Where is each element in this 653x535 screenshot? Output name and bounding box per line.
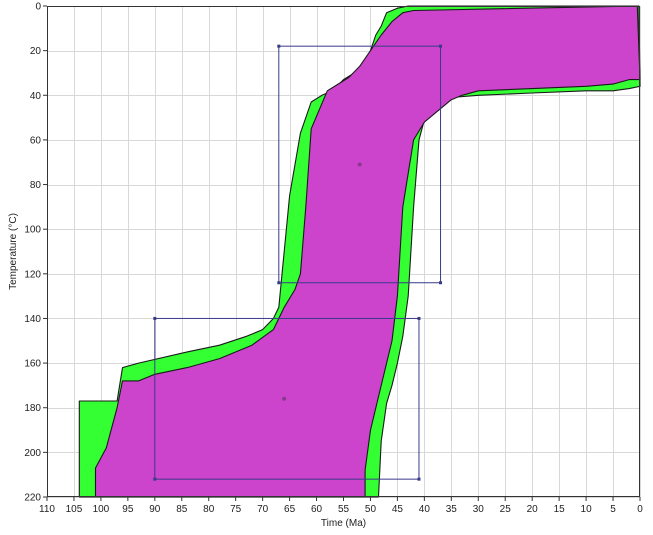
- inner-envelope-area: [94, 5, 641, 498]
- y-tick-label: 120: [24, 269, 41, 280]
- constraint-box[interactable]: [278, 45, 442, 284]
- constraint-box-handle[interactable]: [439, 281, 443, 285]
- x-tick-label: 10: [581, 504, 593, 515]
- y-tick-label: 100: [24, 225, 41, 236]
- constraint-box-handle[interactable]: [439, 44, 443, 48]
- x-tick-label: 85: [176, 504, 188, 515]
- x-tick-label: 40: [419, 504, 431, 515]
- x-tick-label: 45: [392, 504, 404, 515]
- x-tick-label: 105: [66, 504, 83, 515]
- axes-frame: [47, 6, 640, 497]
- constraint-box-handle[interactable]: [417, 477, 421, 481]
- x-tick-label: 25: [500, 504, 512, 515]
- y-tick-label: 40: [30, 91, 42, 102]
- constraint-box[interactable]: [154, 317, 420, 480]
- x-tick-label: 20: [527, 504, 539, 515]
- constraint-box-handle[interactable]: [153, 477, 157, 481]
- y-tick-label: 60: [30, 135, 42, 146]
- y-tick-label: 220: [24, 493, 41, 504]
- constraint-box-handle[interactable]: [277, 281, 281, 285]
- x-tick-label: 15: [554, 504, 566, 515]
- x-tick-label: 60: [311, 504, 323, 515]
- y-tick-label: 180: [24, 403, 41, 414]
- constraint-box-handle[interactable]: [277, 44, 281, 48]
- constraint-box-center: [357, 162, 362, 167]
- y-tick-label: 140: [24, 314, 41, 325]
- x-tick-label: 50: [365, 504, 377, 515]
- x-tick-label: 70: [257, 504, 269, 515]
- x-tick-label: 30: [473, 504, 485, 515]
- x-tick-label: 75: [230, 504, 242, 515]
- y-axis-label: Temperature (°C): [8, 213, 19, 290]
- x-tick-label: 65: [284, 504, 296, 515]
- x-tick-label: 95: [122, 504, 134, 515]
- x-tick-label: 110: [39, 504, 55, 515]
- y-tick-label: 0: [35, 2, 41, 13]
- y-tick-label: 200: [24, 448, 41, 459]
- y-tick-label: 160: [24, 359, 41, 370]
- y-tick-label: 80: [30, 180, 42, 191]
- x-tick-label: 35: [446, 504, 458, 515]
- x-tick-label: 55: [338, 504, 350, 515]
- y-tick-label: 20: [30, 46, 42, 57]
- constraint-box-center: [282, 396, 287, 401]
- x-axis-label: Time (Ma): [321, 518, 366, 529]
- x-tick-label: 90: [149, 504, 161, 515]
- ticks: 110 105 100 95 90 85 80 75 70 65 60 55 50 45 40 35 30 25 2…: [24, 2, 643, 516]
- x-tick-label: 100: [93, 504, 110, 515]
- constraint-box-handle[interactable]: [153, 316, 157, 320]
- x-tick-label: 0: [637, 504, 643, 515]
- constraint-box-handle[interactable]: [417, 316, 421, 320]
- x-tick-label: 5: [610, 504, 616, 515]
- x-tick-label: 80: [203, 504, 215, 515]
